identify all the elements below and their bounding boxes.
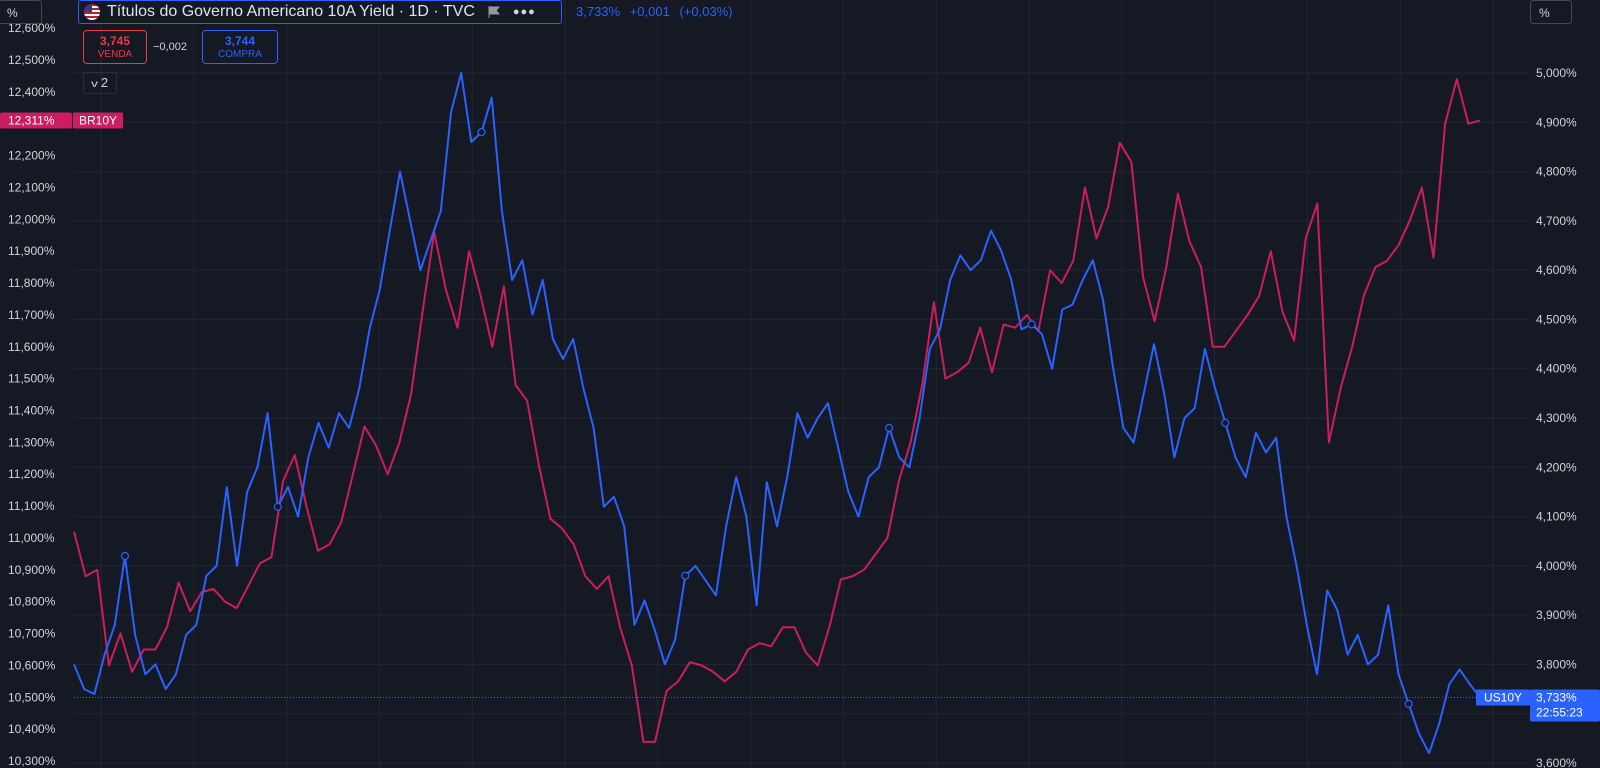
right-axis-unit-button[interactable]: % <box>1530 0 1572 24</box>
left-axis-tick-label: 10,900% <box>8 563 56 577</box>
right-axis-tick-label: 4,000% <box>1536 559 1577 573</box>
right-axis-tick-label: 5,000% <box>1536 66 1577 80</box>
right-axis-tick-label: 4,900% <box>1536 115 1577 129</box>
buy-price: 3,744 <box>224 34 256 48</box>
left-axis-tick-label: 10,700% <box>8 627 56 641</box>
right-axis-tick-label: 3,800% <box>1536 657 1577 671</box>
left-axis-tick-label: 12,000% <box>8 212 56 226</box>
left-axis-tick-label: 10,500% <box>8 690 56 704</box>
right-axis: 3,600%3,700%3,800%3,900%4,000%4,100%4,20… <box>1536 66 1577 768</box>
right-axis-tick-label: 4,800% <box>1536 165 1577 179</box>
event-marker <box>1027 320 1036 329</box>
right-axis-tick-label: 4,700% <box>1536 214 1577 228</box>
right-axis-tick-label: 4,500% <box>1536 312 1577 326</box>
sell-button[interactable]: 3,745 VENDA <box>83 30 147 64</box>
left-axis-tick-label: 12,200% <box>8 149 56 163</box>
event-marker <box>120 551 130 561</box>
event-marker <box>477 128 486 137</box>
event-marker <box>273 502 282 511</box>
right-axis-tick-label: 4,400% <box>1536 362 1577 376</box>
us10y-price-label: US10Y 3,733%22:55:23 <box>1476 689 1600 722</box>
more-dots-icon[interactable]: ●●● <box>512 6 536 18</box>
series-line-br10y <box>73 78 1481 743</box>
quote-readout: 3,733% +0,001 (+0,03%) <box>576 4 739 19</box>
event-marker <box>681 571 690 580</box>
left-axis-tick-label: 11,900% <box>8 244 55 258</box>
left-axis: 10,300% 10,400% 10,500% 10,600% 10,700% 10,80… <box>8 21 56 768</box>
br10y-last-tag <box>0 112 72 129</box>
br10y-last-value: 12,311% <box>8 114 55 128</box>
chevron-down-icon: v <box>90 79 98 90</box>
flag-icon[interactable] <box>487 5 501 19</box>
left-axis-tick-label: 10,800% <box>8 595 56 609</box>
left-axis-tick-label: 11,700% <box>8 308 55 322</box>
left-axis-tick-label: 10,600% <box>8 658 56 672</box>
sell-price: 3,745 <box>99 34 131 48</box>
left-axis-tick-label: 12,500% <box>8 53 56 67</box>
left-axis-tick-label: 10,300% <box>8 754 56 768</box>
price-change-percent: (+0,03%) <box>679 4 733 19</box>
left-axis-tick-label: 10,400% <box>8 722 56 736</box>
right-axis-tick-label: 3,600% <box>1536 756 1577 768</box>
indicator-count: 2 <box>100 75 109 90</box>
price-change: +0,001 <box>629 4 670 19</box>
left-axis-tick-label: 11,000% <box>8 531 55 545</box>
sell-label: VENDA <box>97 49 133 60</box>
left-axis-unit-button[interactable]: % <box>0 0 42 24</box>
left-axis-tick-label: 11,800% <box>8 276 55 290</box>
event-marker <box>884 423 894 432</box>
right-axis-tick-label: 4,300% <box>1536 411 1577 425</box>
us10y-last-tag <box>1530 689 1600 722</box>
symbol-legend[interactable]: Títulos do Governo Americano 10A Yield ·… <box>78 0 562 24</box>
br10y-price-label: 12,311% BR10Y <box>0 112 123 129</box>
right-axis-tick-label: 4,200% <box>1536 460 1577 474</box>
right-axis-tick-label: 3,900% <box>1536 608 1577 622</box>
left-axis-tick-label: 12,100% <box>8 180 56 194</box>
left-axis-tick-label: 11,600% <box>8 340 55 354</box>
spread-value: −0,002 <box>153 41 187 53</box>
left-axis-tick-label: 11,100% <box>8 499 55 513</box>
us10y-last-value: 3,733% <box>1536 690 1577 704</box>
buy-label: COMPRA <box>218 49 262 60</box>
series-line-us10y <box>73 72 1481 755</box>
right-axis-tick-label: 4,600% <box>1536 263 1577 277</box>
countdown-label: 22:55:23 <box>1536 705 1583 719</box>
event-marker <box>1404 699 1413 708</box>
br10y-name-label: BR10Y <box>79 114 117 128</box>
br10y-name-tag <box>73 112 123 129</box>
us-flag-icon <box>84 4 100 20</box>
buy-button[interactable]: 3,744 COMPRA <box>202 30 278 64</box>
left-axis-tick-label: 11,500% <box>8 372 55 386</box>
event-marker <box>1221 418 1230 428</box>
symbol-title[interactable]: Títulos do Governo Americano 10A Yield ·… <box>107 3 475 20</box>
us10y-name-label: US10Y <box>1484 690 1522 704</box>
last-price: 3,733% <box>576 4 621 19</box>
right-axis-tick-label: 4,100% <box>1536 510 1577 524</box>
left-axis-tick-label: 12,400% <box>8 85 56 99</box>
left-axis-tick-label: 11,300% <box>8 435 55 449</box>
left-axis-tick-label: 11,200% <box>8 467 55 481</box>
left-axis-tick-label: 12,600% <box>8 21 56 35</box>
left-axis-tick-label: 11,400% <box>8 404 55 418</box>
us10y-name-tag <box>1476 689 1530 706</box>
